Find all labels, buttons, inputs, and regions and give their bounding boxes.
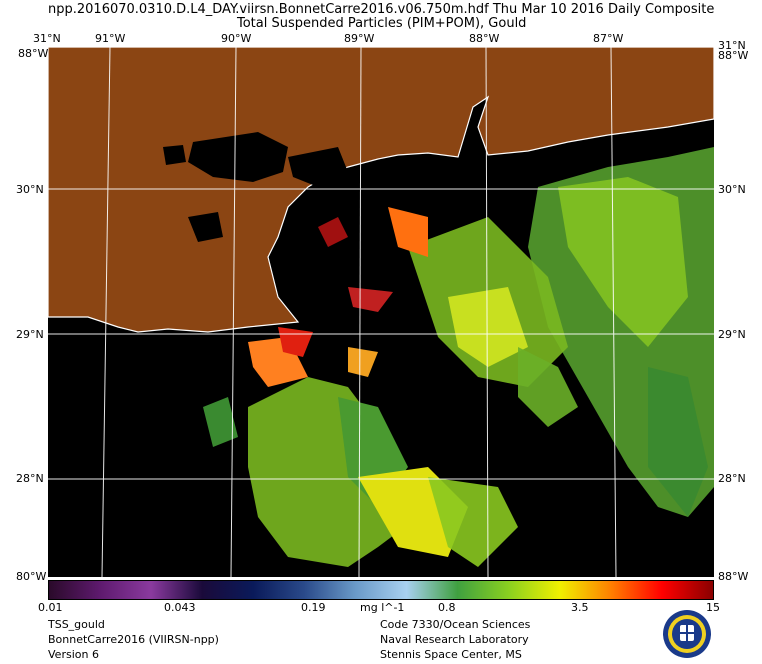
- lat-label-right: 28°N: [718, 472, 746, 485]
- colorbar-tick: 0.19: [301, 601, 326, 614]
- lat-label-right: 30°N: [718, 183, 746, 196]
- colorbar-tick: 0.8: [438, 601, 456, 614]
- colorbar-tick: 0.01: [38, 601, 63, 614]
- lat-label-right: 29°N: [718, 328, 746, 341]
- lon-label-top: 89°W: [344, 32, 375, 45]
- footer-dataset: BonnetCarre2016 (VIIRSN-npp): [48, 633, 219, 646]
- colorbar-tick: 15: [706, 601, 720, 614]
- lat-label-left: 29°N: [16, 328, 44, 341]
- colorbar-unit: mg l^-1: [360, 601, 405, 614]
- corner-label-bottom-left: 80°W: [16, 570, 47, 583]
- lon-label-top: 91°W: [95, 32, 126, 45]
- footer-org-name: Naval Research Laboratory: [380, 633, 529, 646]
- lake-borgne: [288, 147, 348, 187]
- lake-pontchartrain: [188, 132, 288, 182]
- footer-org-location: Stennis Space Center, MS: [380, 648, 522, 661]
- map-panel[interactable]: [48, 47, 714, 577]
- lake-maurepas: [163, 145, 186, 165]
- colorbar-tick: 0.043: [164, 601, 196, 614]
- bay-lake: [188, 212, 223, 242]
- corner-label-top-right-b: 88°W: [718, 49, 749, 62]
- map-svg: [48, 47, 714, 577]
- colorbar-tick: 3.5: [571, 601, 589, 614]
- corner-label-bottom-right: 88°W: [718, 570, 749, 583]
- lon-label-top: 90°W: [221, 32, 252, 45]
- lat-label-left: 28°N: [16, 472, 44, 485]
- graticule: [48, 47, 714, 577]
- header-title: npp.2016070.0310.D.L4_DAY.viirsn.BonnetC…: [48, 2, 715, 17]
- header-subtitle: Total Suspended Particles (PIM+POM), Gou…: [237, 16, 527, 31]
- corner-label-top-left: 31°N: [33, 32, 61, 45]
- nrl-seal-icon: [662, 609, 712, 659]
- footer-org-code: Code 7330/Ocean Sciences: [380, 618, 531, 631]
- corner-label-top-left-b: 88°W: [18, 47, 49, 60]
- footer-product: TSS_gould: [48, 618, 105, 631]
- land-mass: [48, 47, 714, 333]
- corner-label-top-right: 31°N: [718, 39, 746, 52]
- lat-label-left: 30°N: [16, 183, 44, 196]
- footer-version: Version 6: [48, 648, 99, 661]
- lon-label-top: 88°W: [469, 32, 500, 45]
- colorbar: [48, 580, 714, 600]
- lon-label-top: 87°W: [593, 32, 624, 45]
